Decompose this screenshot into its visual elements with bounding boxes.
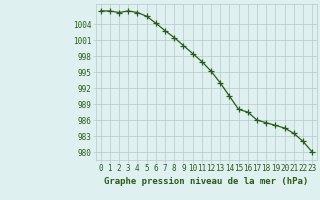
X-axis label: Graphe pression niveau de la mer (hPa): Graphe pression niveau de la mer (hPa) xyxy=(104,177,308,186)
